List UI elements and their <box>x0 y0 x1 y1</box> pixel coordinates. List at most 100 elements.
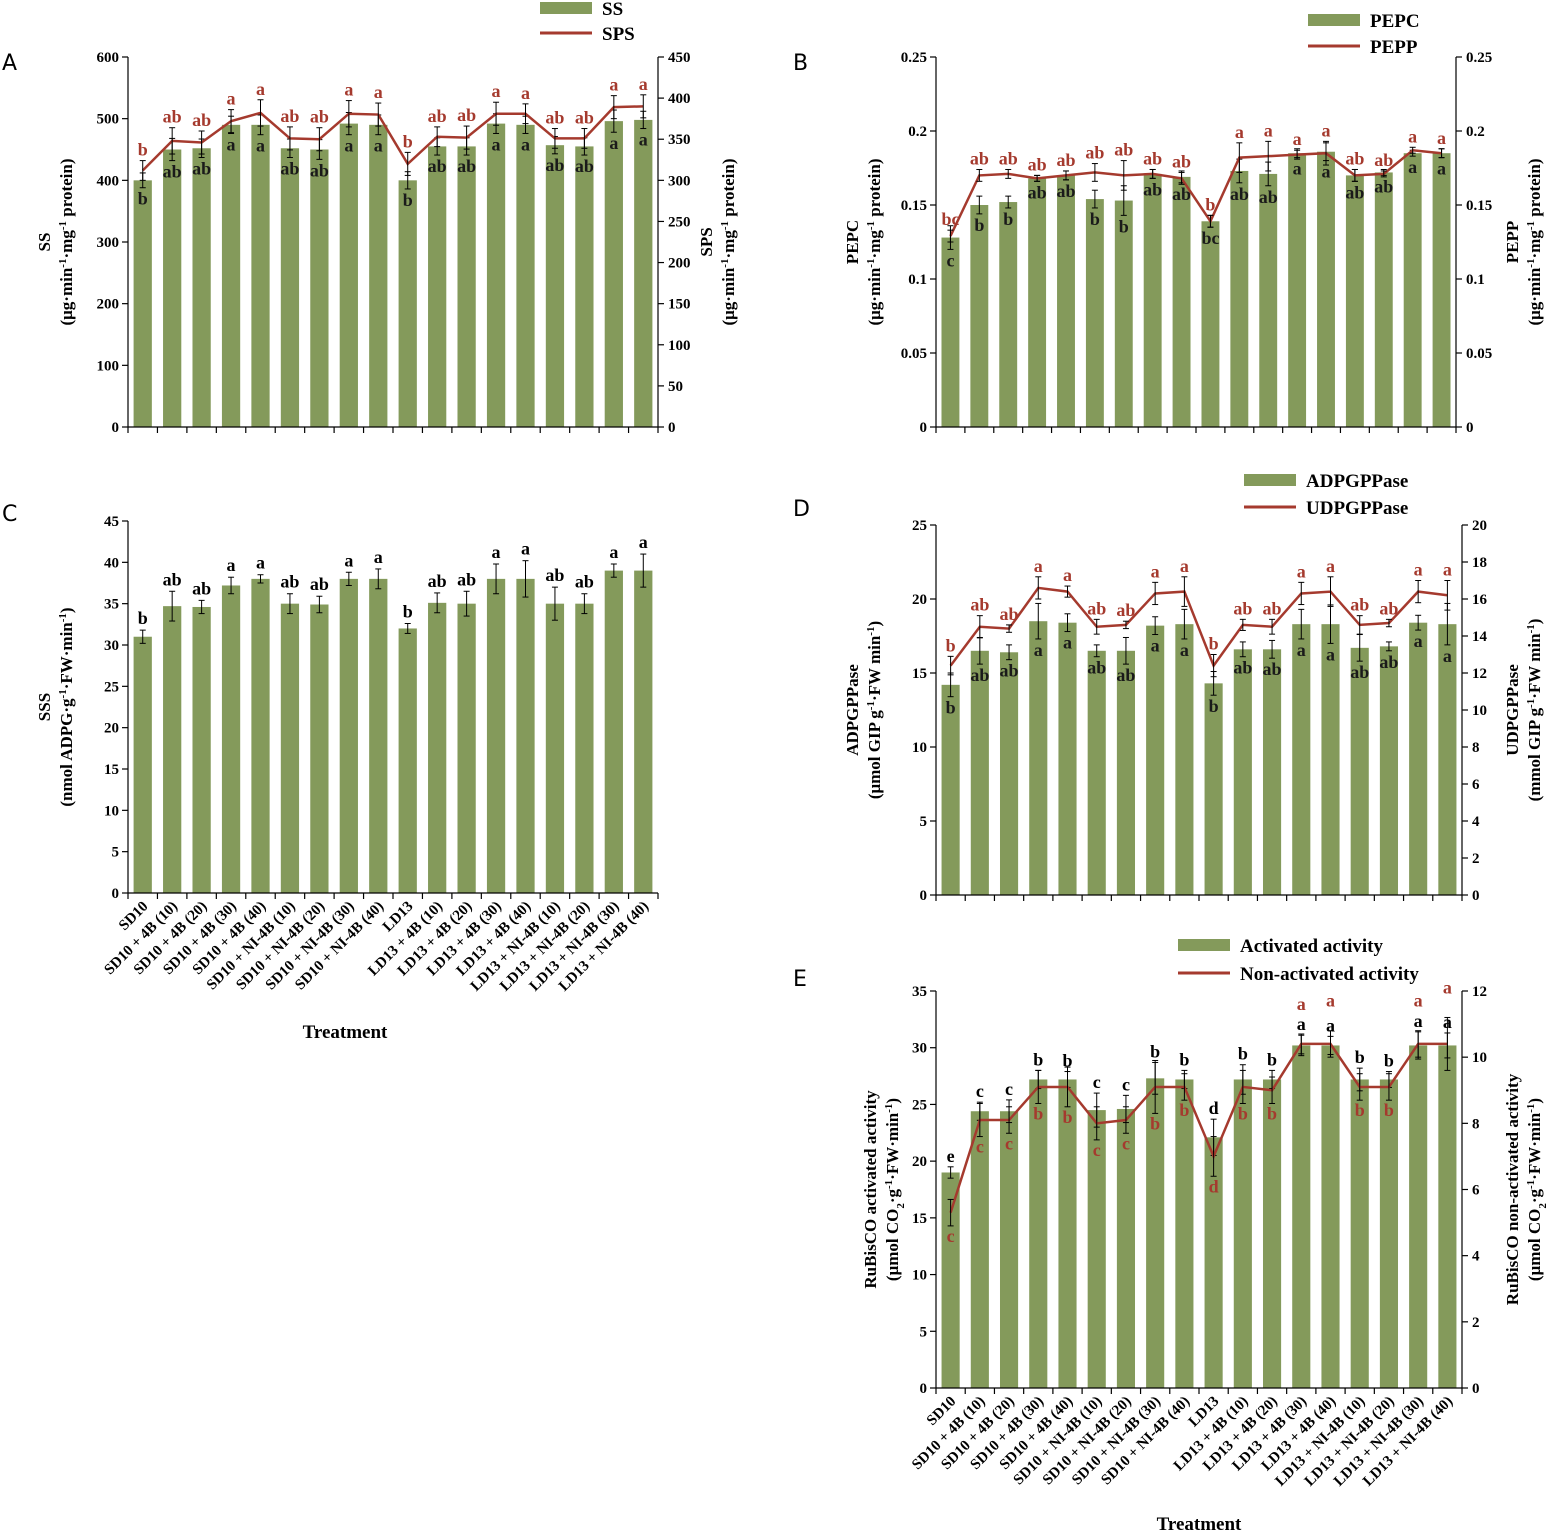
bar-D-14 <box>1350 647 1369 895</box>
panel-letter-A: A <box>2 51 17 76</box>
line-label-E-14: b <box>1355 1100 1365 1120</box>
y-tick-label-left-E-0: 0 <box>920 1381 928 1397</box>
line-label-E-0: c <box>947 1226 955 1246</box>
line-label-D-17: a <box>1443 560 1452 580</box>
y-tick-label-left-C-8: 40 <box>104 555 119 571</box>
legend-label-E-1: Non-activated activity <box>1240 964 1419 985</box>
bar-A-5 <box>280 148 300 427</box>
line-error-E-4 <box>1064 1066 1071 1108</box>
bar-label-E-13: a <box>1326 1015 1335 1035</box>
line-error-B-10 <box>1236 142 1243 173</box>
line-label-B-0: bc <box>941 209 959 229</box>
line-label-A-11: ab <box>457 105 476 125</box>
line-error-B-0 <box>947 229 954 243</box>
bar-B-9 <box>1201 221 1220 427</box>
y-tick-label-left-D-5: 25 <box>912 518 927 534</box>
bar-D-6 <box>1116 650 1136 895</box>
line-error-B-14 <box>1351 168 1358 182</box>
bar-D-9 <box>1204 683 1223 895</box>
bar-error-C-17 <box>640 553 647 588</box>
bar-error-C-5 <box>286 593 293 615</box>
line-label-E-4: b <box>1062 1107 1072 1127</box>
line-label-B-12: a <box>1293 129 1302 149</box>
line-label-A-1: ab <box>163 107 182 127</box>
line-label-B-16: a <box>1408 126 1417 146</box>
line-label-A-16: a <box>609 75 618 95</box>
y-title-right-E: RuBisCO non-activated activity (μmol CO2·… <box>1503 1073 1549 1305</box>
y-title-left-E-unit: (μmol CO2·g-1·FW·min-1) <box>883 1098 907 1281</box>
axes-B <box>930 56 1462 433</box>
line-label-D-3: a <box>1034 556 1043 576</box>
y-title-right-A: SPS(μg·min-1·mg-1 protein) <box>697 159 738 326</box>
line-label-B-6: ab <box>1114 140 1133 160</box>
line-label-B-5: ab <box>1085 143 1104 163</box>
line-error-B-8 <box>1178 171 1185 185</box>
bar-B-6 <box>1114 200 1133 427</box>
bar-B-4 <box>1057 175 1075 427</box>
bar-label-B-5: b <box>1090 209 1100 229</box>
sig-label-C-10: ab <box>428 571 447 591</box>
line-error-B-2 <box>1005 168 1012 179</box>
bar-label-A-9: b <box>403 190 413 210</box>
line-label-B-13: a <box>1322 120 1331 140</box>
line-label-E-13: a <box>1326 991 1335 1011</box>
bar-label-A-17: a <box>639 130 648 150</box>
bar-B-2 <box>999 202 1018 427</box>
panel-letter-C: C <box>2 502 17 527</box>
bar-error-C-12 <box>493 563 500 595</box>
bar-label-E-3: b <box>1033 1049 1043 1069</box>
line-error-D-0 <box>947 655 954 676</box>
sig-label-C-1: ab <box>163 569 182 589</box>
line-label-B-2: ab <box>999 148 1018 168</box>
line-error-B-5 <box>1091 163 1098 182</box>
bar-error-C-4 <box>257 574 264 584</box>
line-label-E-8: b <box>1179 1100 1189 1120</box>
line-label-A-8: a <box>374 82 383 102</box>
bar-C-7 <box>339 578 358 893</box>
line-error-A-5 <box>286 126 293 151</box>
bar-C-14 <box>545 603 565 893</box>
line-error-D-7 <box>1152 581 1159 606</box>
line-label-A-12: a <box>492 81 501 101</box>
bar-label-B-7: ab <box>1143 179 1162 199</box>
sig-label-C-4: a <box>256 553 265 573</box>
line-label-D-4: a <box>1063 565 1072 585</box>
legend-entry-E-1: Non-activated activity <box>1178 964 1419 985</box>
line-error-A-6 <box>316 127 323 152</box>
line-error-E-2 <box>1006 1106 1013 1134</box>
bar-C-10 <box>428 602 447 893</box>
line-error-B-17 <box>1438 148 1445 159</box>
bar-label-B-9: bc <box>1201 228 1219 248</box>
line-error-E-14 <box>1356 1073 1363 1101</box>
y-tick-label-left-D-0: 0 <box>920 888 928 904</box>
legend-label-D-1: UDPGPPase <box>1306 498 1408 519</box>
legend-entry-E-0: Activated activity <box>1178 936 1383 957</box>
y-title-left-A-title: SS <box>35 233 54 252</box>
line-label-B-14: ab <box>1345 148 1364 168</box>
y-tick-label-right-A-2: 100 <box>668 338 691 354</box>
y-tick-label-right-A-9: 450 <box>668 50 691 66</box>
line-label-D-9: b <box>1209 634 1219 654</box>
line-label-B-17: a <box>1437 128 1446 148</box>
line-label-E-10: b <box>1238 1103 1248 1123</box>
bar-label-B-10: ab <box>1230 184 1249 204</box>
legend-entry-A-1: SPS <box>540 24 635 45</box>
bar-error-D-16 <box>1415 614 1422 631</box>
line-error-B-4 <box>1063 170 1069 181</box>
line-label-E-5: c <box>1093 1140 1101 1160</box>
line-label-B-10: a <box>1235 122 1244 142</box>
bar-label-A-16: a <box>609 133 618 153</box>
sig-label-C-15: ab <box>575 572 594 592</box>
bar-error-D-5 <box>1093 644 1100 658</box>
bar-error-C-8 <box>375 568 382 590</box>
line-label-D-2: ab <box>1000 604 1019 624</box>
bar-label-D-0: b <box>946 698 956 718</box>
bar-B-13 <box>1317 151 1335 427</box>
sig-label-C-8: a <box>374 547 383 567</box>
line-label-B-8: ab <box>1172 151 1191 171</box>
line-error-B-16 <box>1409 146 1416 154</box>
bar-label-A-1: ab <box>163 162 182 182</box>
line-label-D-0: b <box>946 635 956 655</box>
bar-label-D-1: ab <box>970 665 989 685</box>
